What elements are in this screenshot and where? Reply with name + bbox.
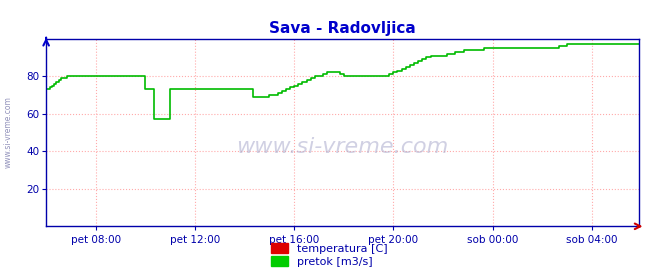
Legend: temperatura [C], pretok [m3/s]: temperatura [C], pretok [m3/s]: [268, 240, 391, 270]
Text: www.si-vreme.com: www.si-vreme.com: [237, 137, 449, 158]
Title: Sava - Radovljica: Sava - Radovljica: [270, 21, 416, 36]
Text: www.si-vreme.com: www.si-vreme.com: [3, 97, 13, 168]
